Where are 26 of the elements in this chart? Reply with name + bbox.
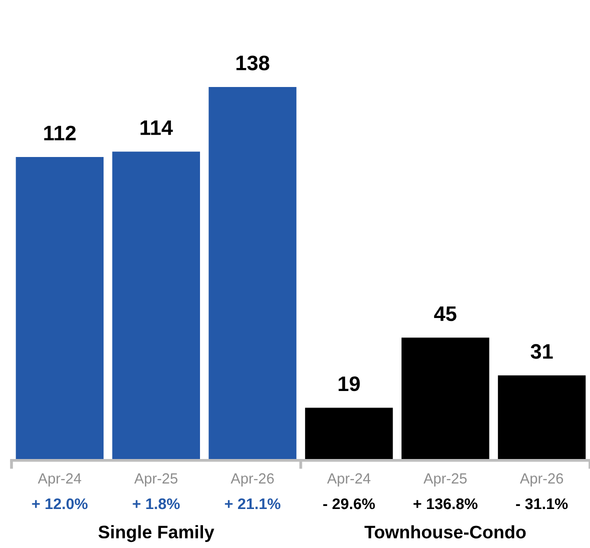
data-label: 45 (434, 306, 456, 322)
data-label: 31 (530, 344, 553, 359)
data-label: 19 (338, 376, 360, 392)
data-label: 138 (236, 56, 270, 70)
x-tick-label: Apr-24 (327, 473, 370, 486)
text: + 136.8% (414, 498, 478, 510)
bar (112, 152, 200, 459)
text: + 1.8% (132, 498, 180, 510)
bar (16, 157, 104, 459)
text: - 29.6% (323, 498, 375, 510)
bar (305, 408, 393, 459)
bar (498, 375, 586, 459)
text: - 31.1% (516, 498, 568, 510)
data-label: 112 (44, 126, 76, 140)
text: + 21.1% (224, 498, 280, 510)
text: Townhouse-Condo (364, 525, 526, 538)
text: + 12.0% (32, 498, 88, 510)
bar (402, 338, 490, 459)
x-tick-label: Apr-26 (230, 473, 274, 486)
x-tick-label: Apr-25 (134, 473, 178, 486)
x-tick-label: Apr-26 (520, 473, 564, 486)
x-tick-label: Apr-25 (424, 473, 467, 486)
x-tick-label: Apr-24 (38, 473, 82, 486)
text: Single Family (98, 525, 214, 542)
data-label: 114 (140, 120, 173, 135)
bar (208, 86, 296, 459)
